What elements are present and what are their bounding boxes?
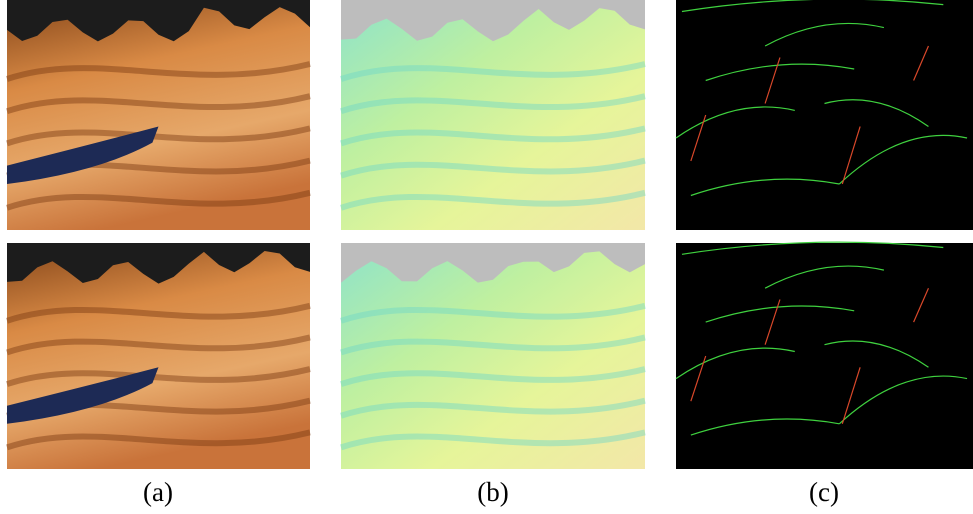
page: (a) (b) (c) (() => { const data = JSON.p… <box>0 0 973 514</box>
caption: (a) <box>143 477 173 507</box>
figure: (a) (b) (c) <box>0 0 973 514</box>
caption: (b) <box>477 477 508 507</box>
caption: (c) <box>809 477 839 507</box>
